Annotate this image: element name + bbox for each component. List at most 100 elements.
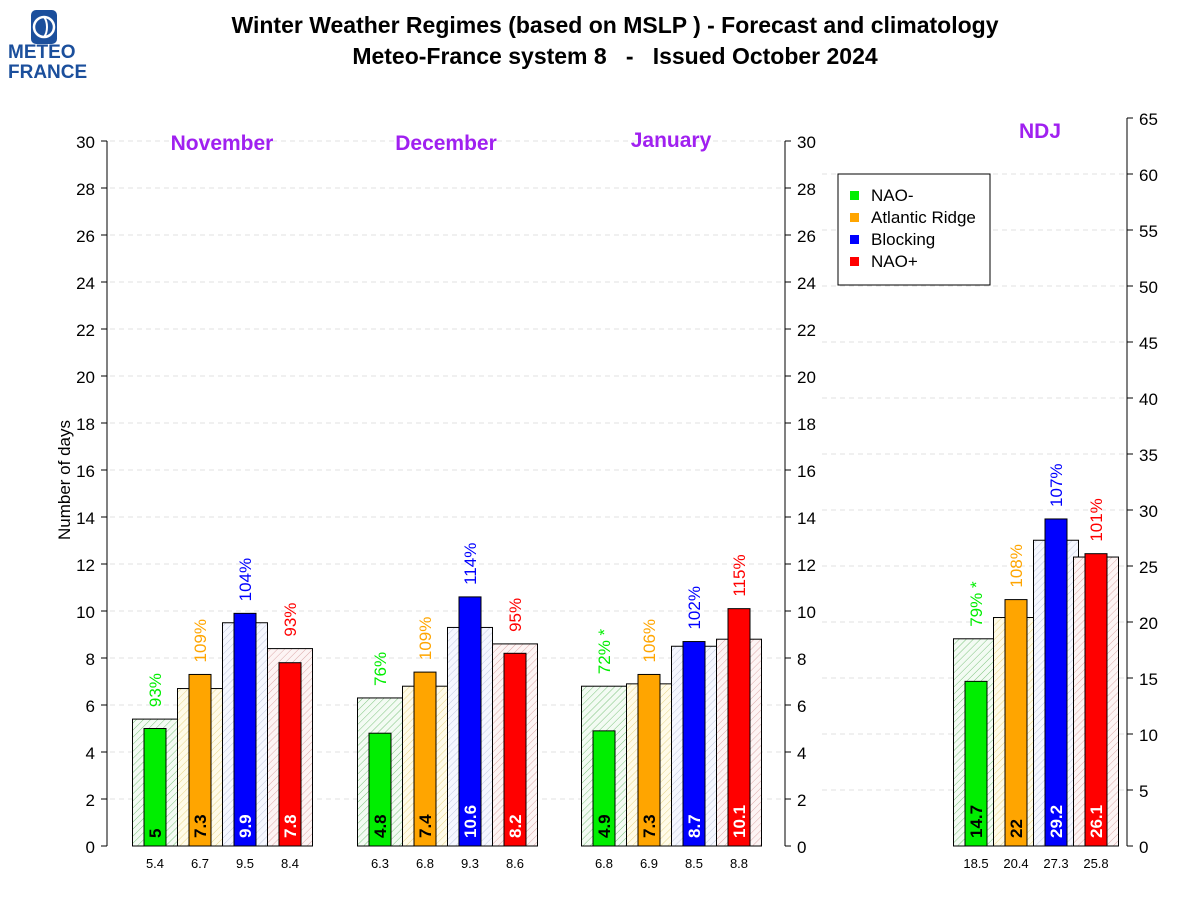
percent-label: 95% [506, 598, 525, 632]
panel-title: NDJ [1019, 120, 1061, 143]
y-axis-title: Number of days [55, 420, 74, 540]
panel-title: December [395, 132, 497, 155]
y-tick-label: 24 [797, 274, 816, 293]
forecast-value-label: 26.1 [1087, 805, 1106, 838]
forecast-bar [964, 680, 988, 847]
percent-label: 93% [281, 603, 300, 637]
y-tick-label: 0 [1139, 838, 1148, 857]
forecast-value-label: 10.1 [730, 805, 749, 838]
y-tick-label: 4 [797, 744, 806, 763]
legend: NAO- Atlantic Ridge Blocking NAO+ [837, 173, 991, 286]
chart-title-line1: Winter Weather Regimes (based on MSLP ) … [231, 12, 999, 38]
panel-title: January [631, 129, 712, 152]
y-tick-label: 30 [1139, 502, 1158, 521]
y-tick-label: 50 [1139, 278, 1158, 297]
forecast-bar [188, 673, 212, 847]
y-tick-label: 60 [1139, 166, 1158, 185]
y-tick-label: 16 [76, 462, 95, 481]
forecast-bar [592, 730, 616, 847]
y-tick-label: 25 [1139, 558, 1158, 577]
y-tick-label: 18 [76, 415, 95, 434]
forecast-value-label: 7.8 [281, 814, 300, 838]
percent-label: 109% [416, 617, 435, 660]
meteo-france-logo [6, 10, 92, 90]
forecast-bar [682, 641, 706, 847]
y-tick-label: 55 [1139, 222, 1158, 241]
climatology-value-label: 8.8 [730, 856, 748, 871]
y-tick-label: 10 [797, 603, 816, 622]
forecast-value-label: 5 [146, 829, 165, 838]
y-tick-label: 14 [797, 509, 816, 528]
y-tick-label: 30 [76, 133, 95, 152]
y-tick-label: 65 [1139, 110, 1158, 129]
forecast-value-label: 4.8 [371, 814, 390, 838]
y-tick-label: 18 [797, 415, 816, 434]
y-tick-label: 30 [797, 133, 816, 152]
y-tick-label: 22 [76, 321, 95, 340]
y-tick-label: 6 [86, 697, 95, 716]
climatology-value-label: 6.7 [191, 856, 209, 871]
forecast-bar [1084, 553, 1108, 847]
legend-label: Blocking [871, 230, 935, 249]
y-tick-label: 20 [797, 368, 816, 387]
forecast-bar [1044, 518, 1068, 847]
legend-swatch [850, 257, 859, 266]
climatology-value-label: 5.4 [146, 856, 164, 871]
y-tick-label: 35 [1139, 446, 1158, 465]
y-tick-label: 28 [76, 180, 95, 199]
percent-label: 76% [371, 652, 390, 686]
legend-box [837, 173, 991, 286]
y-tick-label: 26 [797, 227, 816, 246]
chart-title-line2: Meteo-France system 8 - Issued October 2… [352, 43, 878, 69]
y-tick-label: 8 [797, 650, 806, 669]
legend-swatch [850, 235, 859, 244]
y-tick-label: 24 [76, 274, 95, 293]
legend-label: NAO- [871, 186, 914, 205]
y-tick-label: 2 [86, 791, 95, 810]
forecast-bar [233, 612, 257, 847]
climatology-value-label: 25.8 [1083, 856, 1108, 871]
percent-label: 79% * [967, 581, 986, 627]
forecast-value-label: 7.4 [416, 814, 435, 838]
y-tick-label: 20 [1139, 614, 1158, 633]
forecast-value-label: 7.3 [640, 814, 659, 838]
percent-label: 93% [146, 673, 165, 707]
forecast-value-label: 9.9 [236, 814, 255, 838]
logo-text-france: FRANCE [8, 62, 88, 83]
y-tick-label: 10 [76, 603, 95, 622]
y-tick-label: 0 [797, 838, 806, 857]
forecast-value-label: 8.7 [685, 814, 704, 838]
y-tick-label: 2 [797, 791, 806, 810]
forecast-bar [727, 608, 751, 847]
y-tick-label: 20 [76, 368, 95, 387]
y-tick-label: 14 [76, 509, 95, 528]
legend-label: NAO+ [871, 252, 918, 271]
percent-label: 114% [461, 543, 480, 585]
percent-label: 104% [236, 558, 255, 601]
meteo-france-globe-icon [31, 10, 57, 44]
forecast-bar [458, 596, 482, 847]
climatology-value-label: 6.3 [371, 856, 389, 871]
legend-swatch [850, 213, 859, 222]
climatology-value-label: 27.3 [1043, 856, 1068, 871]
forecast-value-label: 8.2 [506, 814, 525, 838]
y-tick-label: 40 [1139, 390, 1158, 409]
logo-text-meteo: METEO [8, 42, 76, 63]
climatology-value-label: 18.5 [963, 856, 988, 871]
climatology-value-label: 8.5 [685, 856, 703, 871]
climatology-value-label: 9.3 [461, 856, 479, 871]
percent-label: 101% [1087, 498, 1106, 541]
percent-label: 107% [1047, 463, 1066, 506]
forecast-bar [368, 732, 392, 847]
forecast-value-label: 10.6 [461, 805, 480, 838]
y-tick-label: 10 [1139, 726, 1158, 745]
y-tick-label: 45 [1139, 334, 1158, 353]
y-tick-label: 22 [797, 321, 816, 340]
y-tick-label: 6 [797, 697, 806, 716]
forecast-bar [637, 673, 661, 847]
climatology-value-label: 6.9 [640, 856, 658, 871]
climatology-value-label: 6.8 [595, 856, 613, 871]
percent-label: 115% [730, 554, 749, 596]
legend-label: Atlantic Ridge [871, 208, 976, 227]
panel-title: November [171, 132, 274, 155]
